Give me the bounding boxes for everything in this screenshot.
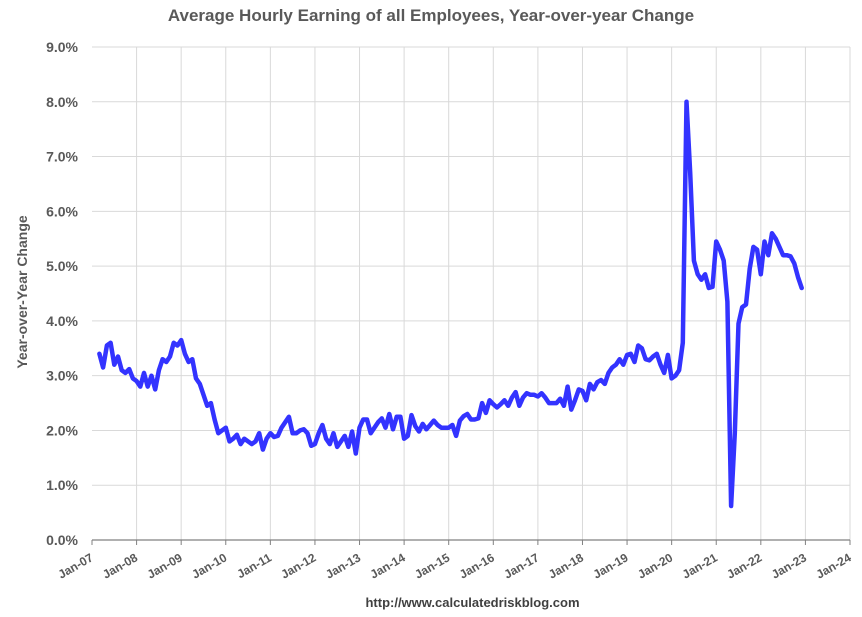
gridlines xyxy=(92,46,851,540)
y-tick-label: 0.0% xyxy=(46,532,78,548)
x-tick-label: Jan-15 xyxy=(412,550,452,581)
y-tick-label: 5.0% xyxy=(46,258,78,274)
y-tick-label: 4.0% xyxy=(46,313,78,329)
series-group xyxy=(97,99,804,509)
source-url: http://www.calculatedriskblog.com xyxy=(365,595,580,610)
x-tick-label: Jan-09 xyxy=(145,550,185,581)
y-axis-tick-labels: 0.0% 1.0% 2.0% 3.0% 4.0% 5.0% 6.0% 7.0% 8.0% 9.0% xyxy=(46,39,78,548)
x-tick-label: Jan-18 xyxy=(546,550,586,581)
y-tick-label: 7.0% xyxy=(46,149,78,165)
x-tick-label: Jan-20 xyxy=(635,550,675,581)
chart-title: Average Hourly Earning of all Employees,… xyxy=(167,6,695,25)
x-tick-label: Jan-13 xyxy=(323,550,363,581)
y-tick-label: 6.0% xyxy=(46,203,78,219)
y-axis-title: Year-over-Year Change xyxy=(14,215,30,369)
axes xyxy=(91,539,851,545)
x-tick-label: Jan-10 xyxy=(189,550,229,581)
x-tick-label: Jan-22 xyxy=(724,550,764,581)
y-tick-label: 8.0% xyxy=(46,94,78,110)
x-tick-label: Jan-11 xyxy=(234,550,274,581)
y-tick-label: 9.0% xyxy=(46,39,78,55)
x-tick-label: Jan-21 xyxy=(680,550,720,581)
x-tick-label: Jan-17 xyxy=(501,550,541,581)
x-tick-label: Jan-14 xyxy=(368,550,408,581)
x-tick-label: Jan-16 xyxy=(457,550,497,581)
x-tick-label: Jan-24 xyxy=(814,550,854,581)
x-tick-label: Jan-19 xyxy=(591,550,631,581)
series-line xyxy=(97,99,804,509)
x-axis-tick-labels: Jan-07 Jan-08 Jan-09 Jan-10 Jan-11 Jan-12 Jan-… xyxy=(56,550,854,581)
x-tick-label: Jan-07 xyxy=(56,550,96,581)
x-tick-label: Jan-23 xyxy=(769,550,809,581)
y-tick-label: 1.0% xyxy=(46,477,78,493)
x-tick-label: Jan-08 xyxy=(100,550,140,581)
y-tick-label: 3.0% xyxy=(46,368,78,384)
y-tick-label: 2.0% xyxy=(46,422,78,438)
x-tick-label: Jan-12 xyxy=(279,550,319,581)
